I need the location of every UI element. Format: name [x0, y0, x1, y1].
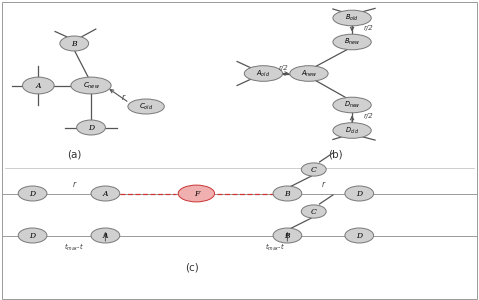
- Text: D: D: [30, 190, 35, 197]
- Ellipse shape: [333, 34, 371, 50]
- Text: A: A: [35, 82, 41, 89]
- Text: A: A: [103, 232, 108, 239]
- Text: A: A: [103, 190, 108, 197]
- Ellipse shape: [178, 185, 215, 202]
- Text: B: B: [285, 232, 290, 239]
- Text: (a): (a): [67, 149, 81, 160]
- Text: D: D: [356, 232, 362, 239]
- Text: $A_{old}$: $A_{old}$: [256, 68, 271, 79]
- Text: C: C: [311, 208, 317, 215]
- Text: $D_{old}$: $D_{old}$: [345, 125, 359, 136]
- Ellipse shape: [60, 36, 89, 51]
- Ellipse shape: [345, 186, 374, 201]
- Text: $B_{old}$: $B_{old}$: [345, 13, 359, 23]
- Text: $t_{max}$-$t$: $t_{max}$-$t$: [265, 242, 285, 253]
- Text: $B_{new}$: $B_{new}$: [344, 37, 360, 47]
- Ellipse shape: [333, 10, 371, 26]
- Ellipse shape: [244, 66, 283, 81]
- Text: r: r: [322, 180, 325, 189]
- Ellipse shape: [91, 186, 120, 201]
- Text: $D_{new}$: $D_{new}$: [344, 100, 360, 110]
- Text: r: r: [122, 93, 125, 102]
- Text: r/2: r/2: [364, 113, 374, 119]
- Text: (b): (b): [328, 149, 342, 160]
- Ellipse shape: [18, 186, 47, 201]
- Text: $t_{max}$-$t$: $t_{max}$-$t$: [64, 242, 84, 253]
- Ellipse shape: [77, 120, 105, 135]
- Text: r/2: r/2: [279, 65, 289, 71]
- Ellipse shape: [71, 77, 111, 94]
- Ellipse shape: [23, 77, 54, 94]
- Text: $C_{old}$: $C_{old}$: [139, 101, 153, 112]
- Text: B: B: [285, 190, 290, 197]
- Ellipse shape: [273, 186, 302, 201]
- Ellipse shape: [91, 228, 120, 243]
- Text: r/2: r/2: [364, 25, 374, 31]
- Text: (c): (c): [185, 262, 198, 272]
- Ellipse shape: [345, 228, 374, 243]
- Text: D: D: [356, 190, 362, 197]
- Ellipse shape: [301, 163, 326, 176]
- Ellipse shape: [333, 123, 371, 138]
- Text: D: D: [88, 124, 94, 131]
- Text: F: F: [194, 190, 199, 197]
- Text: C: C: [311, 166, 317, 173]
- Ellipse shape: [128, 99, 164, 114]
- Text: $C_{new}$: $C_{new}$: [82, 80, 100, 91]
- Text: r: r: [73, 180, 76, 189]
- Ellipse shape: [18, 228, 47, 243]
- Text: $A_{new}$: $A_{new}$: [301, 68, 317, 79]
- Ellipse shape: [333, 97, 371, 113]
- Ellipse shape: [301, 205, 326, 218]
- Text: D: D: [30, 232, 35, 239]
- Text: B: B: [71, 40, 77, 47]
- Ellipse shape: [290, 66, 328, 81]
- Ellipse shape: [273, 228, 302, 243]
